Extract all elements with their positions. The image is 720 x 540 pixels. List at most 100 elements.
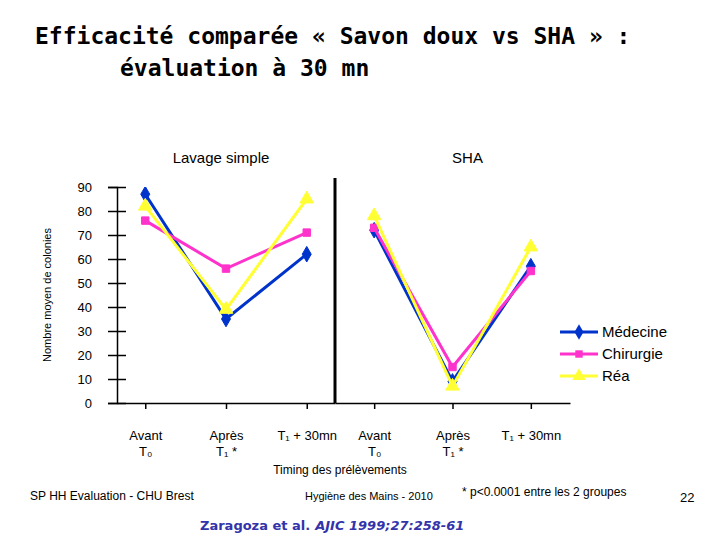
x-tick-mark xyxy=(306,403,308,409)
legend-label: Médecine xyxy=(602,323,667,340)
y-tick-mark xyxy=(108,211,126,213)
series-marker xyxy=(527,267,534,274)
series-marker xyxy=(142,217,149,224)
x-tick-label-line: Avant xyxy=(358,428,391,443)
x-tick-label: T₁ + 30mn xyxy=(501,428,561,443)
y-tick-mark xyxy=(108,307,126,309)
y-axis-title: Nombre moyen de colonies xyxy=(41,228,53,362)
series-line xyxy=(374,216,531,386)
y-tick: 30 xyxy=(78,324,126,339)
series-line xyxy=(145,194,306,319)
y-tick-label: 90 xyxy=(78,180,92,195)
series-marker xyxy=(138,198,152,210)
series-line xyxy=(145,199,306,309)
series-marker xyxy=(219,302,233,314)
legend-item: Médecine xyxy=(560,323,667,340)
y-tick-mark xyxy=(108,355,126,357)
legend-marker xyxy=(575,324,584,340)
x-tick: AvantT₀ xyxy=(358,403,391,459)
panel-title: SHA xyxy=(452,149,483,166)
x-tick-label-line: T₀ xyxy=(139,444,152,459)
x-tick-label-line: T₀ xyxy=(368,444,381,459)
y-axis: 0 10 20 30 40 50 60 70 80 90 xyxy=(78,180,126,411)
series-marker xyxy=(526,258,535,274)
y-tick-mark xyxy=(108,283,126,285)
series-marker xyxy=(367,208,381,220)
series-line xyxy=(374,228,531,367)
y-tick-mark xyxy=(108,187,126,189)
x-tick-label: T₁ + 30mn xyxy=(277,428,337,443)
x-tick-label-line: T₁ + 30mn xyxy=(501,428,561,443)
x-tick: T₁ + 30mn xyxy=(277,403,337,443)
x-axis: AvantT₀ AprèsT₁ * T₁ + 30mn xyxy=(118,403,338,459)
x-tick-label-line: Après xyxy=(436,428,470,443)
y-tick-label: 10 xyxy=(78,372,92,387)
slide-title: évaluation à 30 mn xyxy=(120,55,369,81)
legend-marker xyxy=(575,350,582,357)
series-line xyxy=(374,230,531,381)
y-tick-mark xyxy=(108,379,126,381)
y-tick: 90 xyxy=(78,180,126,195)
y-axis-line xyxy=(108,188,118,404)
x-tick-label-line: T₁ + 30mn xyxy=(277,428,337,443)
y-tick-label: 60 xyxy=(78,252,92,267)
series-marker xyxy=(449,363,456,370)
y-tick-label: 30 xyxy=(78,324,92,339)
slide-title: Efficacité comparée « Savon doux vs SHA … xyxy=(35,23,630,49)
x-tick: T₁ + 30mn xyxy=(501,403,561,443)
x-tick-label: AprèsT₁ * xyxy=(210,428,244,459)
y-tick-label: 0 xyxy=(85,396,92,411)
series-line xyxy=(145,221,306,269)
footer-left: SP HH Evaluation - CHU Brest xyxy=(30,489,195,503)
y-tick-mark xyxy=(108,331,126,333)
legend-item: Réa xyxy=(560,367,630,384)
citation-authors: Zaragoza et al. xyxy=(200,518,310,533)
y-tick-mark xyxy=(108,259,126,261)
x-tick-mark xyxy=(226,403,228,409)
slide: Efficacité comparée « Savon doux vs SHA … xyxy=(0,0,720,540)
page-number: 22 xyxy=(680,490,694,505)
series-marker xyxy=(446,378,460,390)
x-tick-label: AvantT₀ xyxy=(358,428,391,459)
x-tick: AprèsT₁ * xyxy=(436,403,470,459)
y-tick-label: 80 xyxy=(78,204,92,219)
x-tick-label-line: T₁ * xyxy=(443,444,464,459)
x-tick-label-line: Avant xyxy=(129,428,162,443)
series-marker xyxy=(370,224,377,231)
y-tick: 60 xyxy=(78,252,126,267)
y-tick: 10 xyxy=(78,372,126,387)
footnote: * p<0.0001 entre les 2 groupes xyxy=(462,485,626,499)
y-tick-label: 50 xyxy=(78,276,92,291)
x-tick: AvantT₀ xyxy=(129,403,162,459)
y-tick-label: 40 xyxy=(78,300,92,315)
x-tick-mark xyxy=(145,403,147,409)
x-axis-title: Timing des prélèvements xyxy=(273,463,407,477)
y-tick: 80 xyxy=(78,204,126,219)
y-tick: 20 xyxy=(78,348,126,363)
legend-label: Réa xyxy=(602,367,630,384)
series-marker xyxy=(302,246,311,262)
panel-divider xyxy=(334,178,337,403)
y-tick-label: 70 xyxy=(78,228,92,243)
series-marker xyxy=(303,229,310,236)
plot-area xyxy=(138,187,313,327)
x-tick-label: AvantT₀ xyxy=(129,428,162,459)
series-marker xyxy=(524,239,538,251)
legend-label: Chirurgie xyxy=(602,345,663,362)
y-tick-mark xyxy=(108,235,126,237)
plot-area xyxy=(367,208,537,390)
series-marker xyxy=(222,265,229,272)
x-axis: AvantT₀ AprèsT₁ * T₁ + 30mn xyxy=(336,403,571,459)
y-tick: 40 xyxy=(78,300,126,315)
y-tick: 70 xyxy=(78,228,126,243)
footer-center: Hygiène des Mains - 2010 xyxy=(305,490,433,502)
x-tick-label: AprèsT₁ * xyxy=(436,428,470,459)
x-tick-mark xyxy=(374,403,376,409)
legend-item: Chirurgie xyxy=(560,345,663,362)
x-tick-mark xyxy=(531,403,533,409)
citation: Zaragoza et al.AJIC 1999;27:258-61 xyxy=(200,518,464,533)
x-tick-label-line: T₁ * xyxy=(216,444,237,459)
series-marker xyxy=(300,191,314,203)
x-tick-mark xyxy=(452,403,454,409)
y-tick-label: 20 xyxy=(78,348,92,363)
